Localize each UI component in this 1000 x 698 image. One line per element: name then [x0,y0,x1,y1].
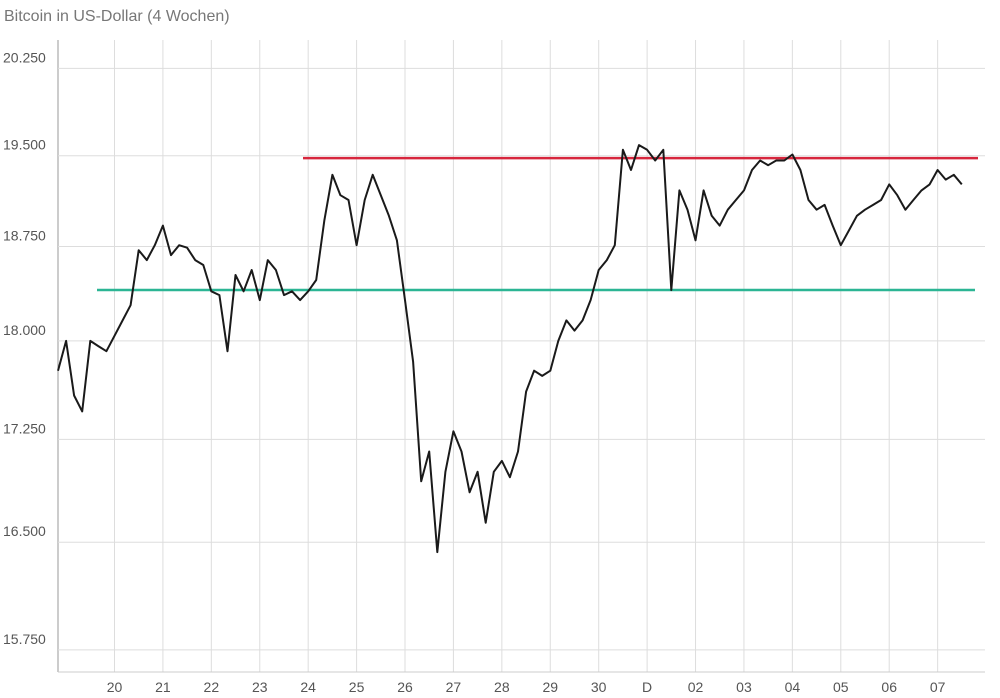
x-tick-label: 30 [591,679,607,695]
chart-title: Bitcoin in US-Dollar (4 Wochen) [4,8,230,25]
x-tick-label: 29 [542,679,558,695]
x-tick-label: 27 [446,679,462,695]
y-tick-label: 16.500 [3,523,46,539]
x-tick-label: 23 [252,679,268,695]
x-tick-label: 26 [397,679,413,695]
y-tick-label: 20.250 [3,49,46,65]
x-tick-label: 22 [204,679,220,695]
x-tick-label: 06 [881,679,897,695]
x-tick-label: 21 [155,679,171,695]
x-tick-label: 03 [736,679,752,695]
y-tick-label: 18.750 [3,227,46,243]
y-tick-label: 18.000 [3,322,46,338]
x-tick-label: 25 [349,679,365,695]
x-tick-label: 02 [688,679,704,695]
x-tick-label: 20 [107,679,123,695]
x-tick-label: D [642,679,652,695]
price-line [57,144,963,554]
x-tick-label: 07 [930,679,946,695]
x-tick-label: 24 [300,679,316,695]
x-tick-label: 28 [494,679,510,695]
x-tick-label: 04 [785,679,801,695]
y-tick-label: 19.500 [3,137,46,153]
y-tick-label: 17.250 [3,420,46,436]
x-tick-label: 05 [833,679,849,695]
y-tick-label: 15.750 [3,631,46,647]
